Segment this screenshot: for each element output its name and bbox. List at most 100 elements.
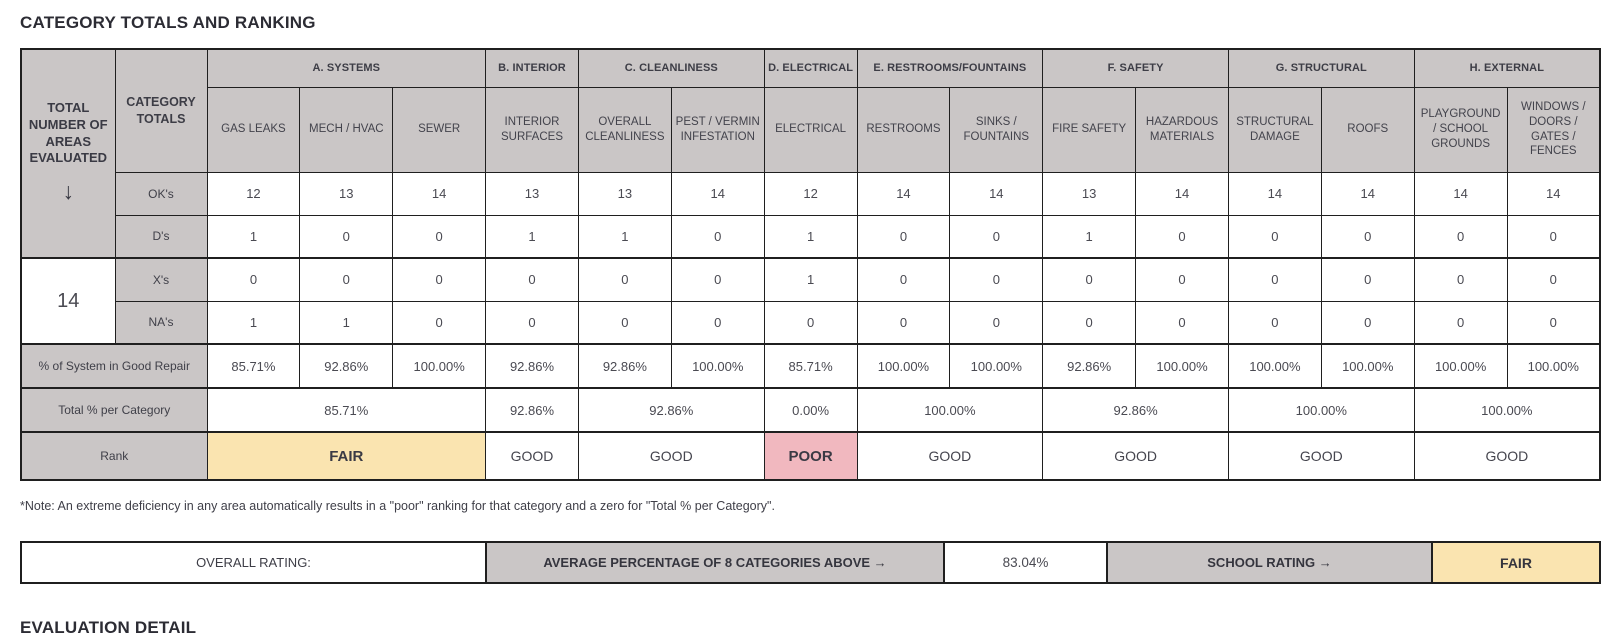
category-pct-cell: 0.00%: [763, 387, 858, 433]
subheader-electrical: ELECTRICAL: [763, 86, 858, 173]
rank-cell-structural: GOOD: [1227, 431, 1415, 481]
ok-count-cell: 14: [949, 171, 1044, 216]
down-arrow-icon: ↓: [62, 178, 75, 205]
ok-count-cell: 14: [856, 171, 951, 216]
ok-count-cell: 13: [485, 171, 579, 216]
na-count-cell: 0: [577, 300, 672, 345]
d-count-cell: 0: [1320, 214, 1415, 259]
school-rating-value: FAIR: [1431, 543, 1599, 582]
good-repair-cell: 100.00%: [1506, 343, 1601, 389]
d-count-cell: 0: [949, 214, 1044, 259]
category-pct-cell: 100.00%: [1227, 387, 1415, 433]
d-count-cell: 0: [1227, 214, 1322, 259]
x-count-cell: 0: [1413, 257, 1508, 302]
good-repair-cell: 92.86%: [485, 343, 579, 389]
footnote: *Note: An extreme deficiency in any area…: [20, 499, 775, 513]
subheader-roofs: ROOFS: [1320, 86, 1415, 173]
subheader-gas-leaks: GAS LEAKS: [206, 86, 301, 173]
average-percentage-label: AVERAGE PERCENTAGE OF 8 CATEGORIES ABOVE…: [485, 543, 943, 582]
x-count-cell: 0: [1506, 257, 1601, 302]
ok-count-cell: 14: [1320, 171, 1415, 216]
group-header-cleanliness: C. CLEANLINESS: [577, 48, 765, 88]
school-rating-label: SCHOOL RATING →: [1106, 543, 1431, 582]
good-repair-cell: 92.86%: [1042, 343, 1137, 389]
rank-cell-safety: GOOD: [1042, 431, 1229, 481]
ok-count-cell: 14: [1506, 171, 1601, 216]
na-count-cell: 0: [1227, 300, 1322, 345]
na-count-cell: 0: [485, 300, 579, 345]
ok-count-cell: 14: [1413, 171, 1508, 216]
na-count-cell: 0: [1506, 300, 1601, 345]
rank-cell-systems: FAIR: [206, 431, 487, 481]
category-pct-cell: 92.86%: [485, 387, 579, 433]
d-count-cell: 1: [485, 214, 579, 259]
category-pct-cell: 92.86%: [1042, 387, 1229, 433]
total-areas-value-cell: 14: [20, 257, 116, 345]
ok-count-cell: 12: [763, 171, 858, 216]
good-repair-cell: 100.00%: [670, 343, 765, 389]
category-pct-cell: 92.86%: [577, 387, 765, 433]
group-header-safety: F. SAFETY: [1042, 48, 1229, 88]
group-header-systems: A. SYSTEMS: [206, 48, 487, 88]
category-pct-cell: 85.71%: [206, 387, 487, 433]
rank-cell-external: GOOD: [1413, 431, 1601, 481]
subheader-overall-cleanliness: OVERALL CLEANLINESS: [577, 86, 672, 173]
x-count-cell: 0: [577, 257, 672, 302]
subheader-mech-hvac: MECH / HVAC: [299, 86, 394, 173]
d-count-cell: 0: [1506, 214, 1601, 259]
x-count-cell: 0: [1227, 257, 1322, 302]
subheader-hazardous-materials: HAZARDOUS MATERIALS: [1135, 86, 1229, 173]
ok-count-cell: 13: [577, 171, 672, 216]
ok-count-cell: 13: [299, 171, 394, 216]
good-repair-cell: 100.00%: [949, 343, 1044, 389]
ok-count-cell: 13: [1042, 171, 1137, 216]
subheader-interior-surfaces: INTERIOR SURFACES: [485, 86, 579, 173]
subheader-fire-safety: FIRE SAFETY: [1042, 86, 1137, 173]
group-header-structural: G. STRUCTURAL: [1227, 48, 1415, 88]
total-areas-header-cell: TOTAL NUMBER OF AREAS EVALUATED ↓: [20, 48, 116, 259]
d-count-cell: 0: [1413, 214, 1508, 259]
page-title: CATEGORY TOTALS AND RANKING: [20, 13, 316, 32]
group-header-electrical: D. ELECTRICAL: [763, 48, 858, 88]
d-count-cell: 1: [206, 214, 301, 259]
na-count-cell: 0: [392, 300, 487, 345]
d-count-cell: 0: [299, 214, 394, 259]
na-count-cell: 0: [1413, 300, 1508, 345]
x-count-cell: 0: [856, 257, 951, 302]
x-count-cell: 0: [392, 257, 487, 302]
good-repair-cell: 100.00%: [392, 343, 487, 389]
row-label-xs: X's: [114, 257, 208, 302]
rank-cell-electrical: POOR: [763, 431, 858, 481]
row-label-oks: OK's: [114, 171, 208, 216]
category-totals-table: TOTAL NUMBER OF AREAS EVALUATED ↓ CATEGO…: [20, 48, 1601, 481]
good-repair-cell: 100.00%: [1320, 343, 1415, 389]
d-count-cell: 0: [1135, 214, 1229, 259]
subheader-sinks-fountains: SINKS / FOUNTAINS: [949, 86, 1044, 173]
na-count-cell: 0: [856, 300, 951, 345]
group-header-external: H. EXTERNAL: [1413, 48, 1601, 88]
d-count-cell: 0: [856, 214, 951, 259]
na-count-cell: 1: [206, 300, 301, 345]
subheader-pest-vermin: PEST / VERMIN INFESTATION: [670, 86, 765, 173]
average-percentage-value: 83.04%: [943, 543, 1106, 582]
subheader-structural-damage: STRUCTURAL DAMAGE: [1227, 86, 1322, 173]
x-count-cell: 0: [949, 257, 1044, 302]
good-repair-cell: 92.86%: [577, 343, 672, 389]
x-count-cell: 0: [485, 257, 579, 302]
na-count-cell: 0: [763, 300, 858, 345]
good-repair-cell: 100.00%: [856, 343, 951, 389]
subheader-playground: PLAYGROUND / SCHOOL GROUNDS: [1413, 86, 1508, 173]
ok-count-cell: 14: [670, 171, 765, 216]
x-count-cell: 0: [1320, 257, 1415, 302]
good-repair-cell: 85.71%: [763, 343, 858, 389]
category-pct-cell: 100.00%: [1413, 387, 1601, 433]
ok-count-cell: 12: [206, 171, 301, 216]
ok-count-cell: 14: [1227, 171, 1322, 216]
rank-cell-interior: GOOD: [485, 431, 579, 481]
ok-count-cell: 14: [392, 171, 487, 216]
group-header-interior: B. INTERIOR: [485, 48, 579, 88]
d-count-cell: 1: [577, 214, 672, 259]
x-count-cell: 0: [299, 257, 394, 302]
x-count-cell: 0: [206, 257, 301, 302]
na-count-cell: 0: [670, 300, 765, 345]
